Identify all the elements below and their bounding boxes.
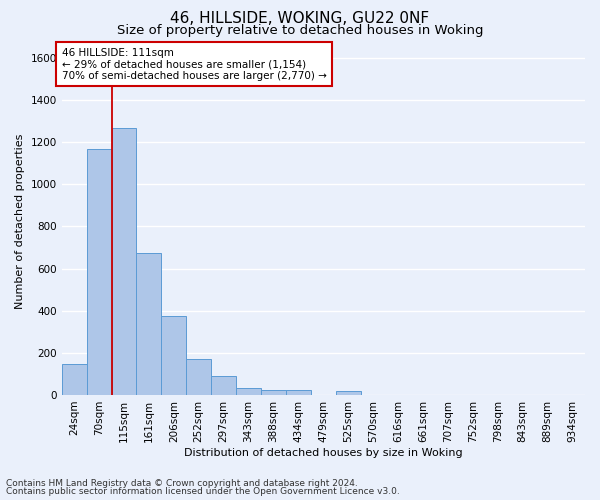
Bar bbox=[86, 148, 112, 395]
Bar bbox=[286, 390, 311, 395]
Bar bbox=[136, 253, 161, 395]
Text: Contains public sector information licensed under the Open Government Licence v3: Contains public sector information licen… bbox=[6, 487, 400, 496]
Bar bbox=[336, 391, 361, 395]
Text: Size of property relative to detached houses in Woking: Size of property relative to detached ho… bbox=[117, 24, 483, 37]
Y-axis label: Number of detached properties: Number of detached properties bbox=[15, 134, 25, 309]
Bar bbox=[236, 388, 261, 395]
Bar bbox=[161, 316, 186, 395]
X-axis label: Distribution of detached houses by size in Woking: Distribution of detached houses by size … bbox=[184, 448, 463, 458]
Text: 46 HILLSIDE: 111sqm
← 29% of detached houses are smaller (1,154)
70% of semi-det: 46 HILLSIDE: 111sqm ← 29% of detached ho… bbox=[62, 48, 326, 80]
Bar bbox=[62, 364, 86, 395]
Bar bbox=[261, 390, 286, 395]
Text: 46, HILLSIDE, WOKING, GU22 0NF: 46, HILLSIDE, WOKING, GU22 0NF bbox=[170, 11, 430, 26]
Bar bbox=[112, 128, 136, 395]
Bar bbox=[211, 376, 236, 395]
Text: Contains HM Land Registry data © Crown copyright and database right 2024.: Contains HM Land Registry data © Crown c… bbox=[6, 478, 358, 488]
Bar bbox=[186, 359, 211, 395]
